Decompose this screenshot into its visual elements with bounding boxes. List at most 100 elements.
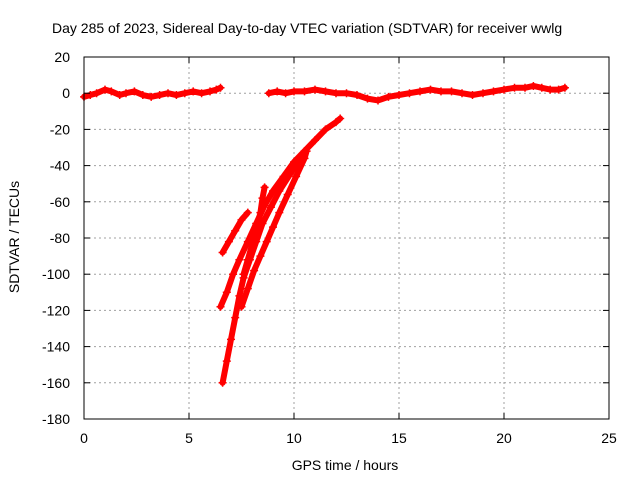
series-4 (216, 114, 345, 311)
data-point (115, 91, 124, 100)
data-point (216, 302, 225, 311)
data-point (300, 87, 309, 96)
data-point (260, 183, 269, 192)
data-point (458, 89, 466, 98)
data-point (554, 85, 563, 94)
data-point (266, 203, 275, 212)
y-tick-label: -120 (42, 302, 70, 318)
data-point (285, 170, 294, 179)
x-tick-label: 15 (391, 430, 407, 446)
data-point (138, 91, 147, 100)
data-point (321, 125, 330, 134)
data-point (229, 270, 238, 279)
data-point (489, 87, 498, 96)
data-point (235, 291, 244, 300)
data-point (300, 154, 309, 163)
data-point (107, 87, 116, 96)
data-point (237, 215, 246, 224)
x-tick-label: 0 (80, 430, 88, 446)
series-2 (264, 81, 569, 105)
data-point (147, 92, 156, 101)
data-point (243, 284, 252, 293)
y-tick-label: -60 (50, 194, 70, 210)
y-tick-label: -40 (50, 158, 70, 174)
data-point (218, 378, 227, 387)
data-point (235, 255, 244, 264)
data-point (363, 94, 372, 103)
data-point (250, 266, 259, 275)
x-tick-label: 25 (601, 430, 617, 446)
data-point (521, 83, 529, 92)
data-point (546, 85, 555, 94)
data-point (243, 208, 252, 217)
data-point (273, 87, 282, 96)
y-tick-label: 20 (54, 49, 70, 65)
data-point (222, 357, 231, 366)
data-point (321, 87, 330, 96)
y-tick-label: -20 (50, 121, 70, 137)
data-point (384, 92, 393, 101)
series-1 (80, 83, 225, 101)
data-point (275, 186, 284, 195)
data-point (224, 237, 233, 246)
data-point (332, 118, 340, 127)
data-point (479, 89, 487, 98)
data-point (130, 87, 139, 96)
data-point (212, 85, 221, 94)
data-point (281, 89, 290, 98)
y-tick-label: -100 (42, 266, 70, 282)
data-point (237, 302, 246, 311)
data-point (180, 89, 189, 98)
data-point (239, 270, 248, 279)
data-point (311, 136, 319, 145)
data-point (426, 85, 435, 94)
y-tick-label: 0 (62, 85, 70, 101)
y-tick-label: -80 (50, 230, 70, 246)
series-3 (218, 208, 252, 257)
data-point (206, 87, 214, 96)
data-point (510, 83, 519, 92)
data-point (122, 89, 130, 98)
data-point (292, 172, 301, 181)
data-point (500, 85, 508, 94)
data-point (256, 252, 265, 261)
data-point (269, 223, 277, 232)
data-point (342, 89, 351, 98)
series-7 (239, 183, 269, 279)
y-tick-label: -140 (42, 339, 70, 355)
x-axis-label: GPS time / hours (291, 457, 399, 473)
data-point (468, 91, 477, 100)
data-point (560, 83, 569, 92)
data-point (164, 89, 172, 98)
data-point (256, 208, 265, 217)
data-point (231, 226, 240, 235)
data-point (529, 81, 538, 90)
data-point (227, 335, 235, 344)
data-point (172, 91, 181, 100)
x-tick-label: 10 (286, 430, 302, 446)
y-axis-label: SDTVAR / TECUs (6, 180, 22, 294)
data-point (264, 89, 273, 98)
data-point (283, 190, 292, 199)
data-point (353, 91, 361, 100)
y-tick-label: -180 (42, 411, 70, 427)
data-point (216, 83, 225, 92)
data-point (302, 147, 311, 156)
data-point (92, 89, 101, 98)
data-point (395, 91, 403, 100)
data-point (243, 255, 252, 264)
data-point (248, 241, 256, 250)
data-point (290, 87, 298, 96)
data-point (155, 91, 164, 100)
series-6 (237, 147, 311, 311)
data-point (332, 89, 340, 98)
data-point (537, 83, 546, 92)
data-point (231, 313, 240, 322)
data-point (437, 87, 445, 96)
x-tick-label: 20 (496, 430, 512, 446)
data-point (189, 87, 198, 96)
data-point (222, 288, 231, 297)
y-tick-label: -160 (42, 375, 70, 391)
